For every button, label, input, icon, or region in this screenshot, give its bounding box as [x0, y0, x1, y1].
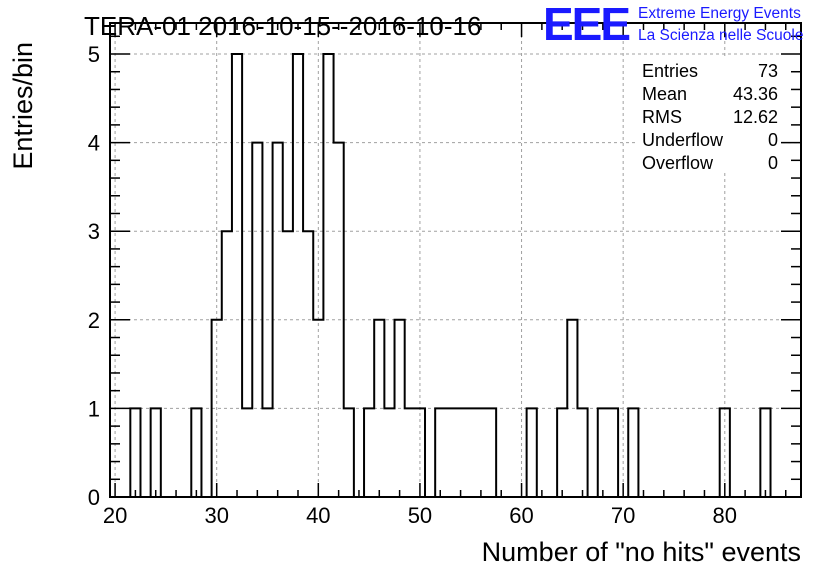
histogram-bin [435, 408, 445, 497]
histogram-bin [232, 54, 242, 497]
histogram-bin [557, 408, 567, 497]
stat-value: 0 [768, 153, 778, 173]
y-tick-label: 1 [88, 396, 100, 421]
histogram-bin [608, 408, 618, 497]
axes: 20 30 40 50 60 70 80 0 1 2 3 4 5 [88, 22, 802, 528]
x-axis-label: Number of "no hits" events [482, 537, 801, 567]
histogram-bin [262, 408, 272, 497]
histogram-bin [313, 320, 323, 497]
stat-value: 0 [768, 130, 778, 150]
statistics-box-background [636, 57, 781, 173]
histogram-bin [395, 320, 405, 497]
stat-value: 43.36 [733, 84, 778, 104]
stat-label: RMS [642, 107, 682, 127]
x-tick-label: 40 [306, 503, 330, 528]
y-tick-label: 5 [88, 42, 100, 67]
y-axis-label: Entries/bin [8, 42, 38, 170]
stat-label: Mean [642, 84, 687, 104]
histogram-bin [283, 231, 293, 497]
logo-mark: EEE [543, 0, 629, 50]
histogram-bin [527, 408, 537, 497]
histogram-bin [486, 408, 496, 497]
histogram-bin [151, 408, 161, 497]
histogram-bin [384, 408, 394, 497]
histogram-bin [364, 408, 374, 497]
histogram-bin [476, 408, 486, 497]
histogram-bin [405, 408, 415, 497]
logo-line-1: Extreme Energy Events [638, 5, 801, 22]
histogram-bin [628, 408, 638, 497]
x-tick-label: 80 [713, 503, 737, 528]
histogram-bin [760, 408, 770, 497]
histogram-bin [273, 143, 283, 497]
histogram-bin [130, 408, 140, 497]
y-tick-label: 4 [88, 131, 100, 156]
x-tick-label: 30 [204, 503, 228, 528]
histogram-bin [191, 408, 201, 497]
histogram-bin [374, 320, 384, 497]
stat-label: Underflow [642, 130, 724, 150]
histogram-bars [129, 53, 772, 498]
histogram-bin [456, 408, 466, 497]
histogram-bin [445, 408, 455, 497]
stat-value: 12.62 [733, 107, 778, 127]
x-tick-label: 50 [408, 503, 432, 528]
histogram-bin [293, 54, 303, 497]
histogram-bin [577, 408, 587, 497]
x-tick-label: 60 [509, 503, 533, 528]
histogram-bin [334, 143, 344, 497]
eee-logo: EEE Extreme Energy Events La Scienza nel… [543, 0, 803, 50]
logo-line-2: La Scienza nelle Scuole [638, 27, 803, 44]
histogram-bin [252, 143, 262, 497]
histogram-bin [303, 231, 313, 497]
histogram-bin [212, 320, 222, 497]
y-tick-label: 2 [88, 308, 100, 333]
x-tick-label: 70 [611, 503, 635, 528]
histogram-bin [222, 231, 232, 497]
y-tick-label: 3 [88, 219, 100, 244]
stat-label: Entries [642, 61, 698, 81]
histogram-bin [466, 408, 476, 497]
histogram-bin [567, 320, 577, 497]
stat-label: Overflow [642, 153, 714, 173]
stat-value: 73 [758, 61, 778, 81]
plot-frame [109, 22, 802, 498]
y-tick-label: 0 [88, 485, 100, 510]
chart-title: TERA-01 2016-10-15--2016-10-16 [84, 11, 481, 41]
histogram-bin [242, 408, 252, 497]
statistics-box: Entries 73 Mean 43.36 RMS 12.62 Underflow 0 Over… [636, 57, 781, 173]
histogram-bin [598, 408, 608, 497]
x-tick-label: 20 [103, 503, 127, 528]
histogram-outline [129, 53, 772, 498]
histogram-bin [323, 54, 333, 497]
histogram-bin [344, 408, 354, 497]
